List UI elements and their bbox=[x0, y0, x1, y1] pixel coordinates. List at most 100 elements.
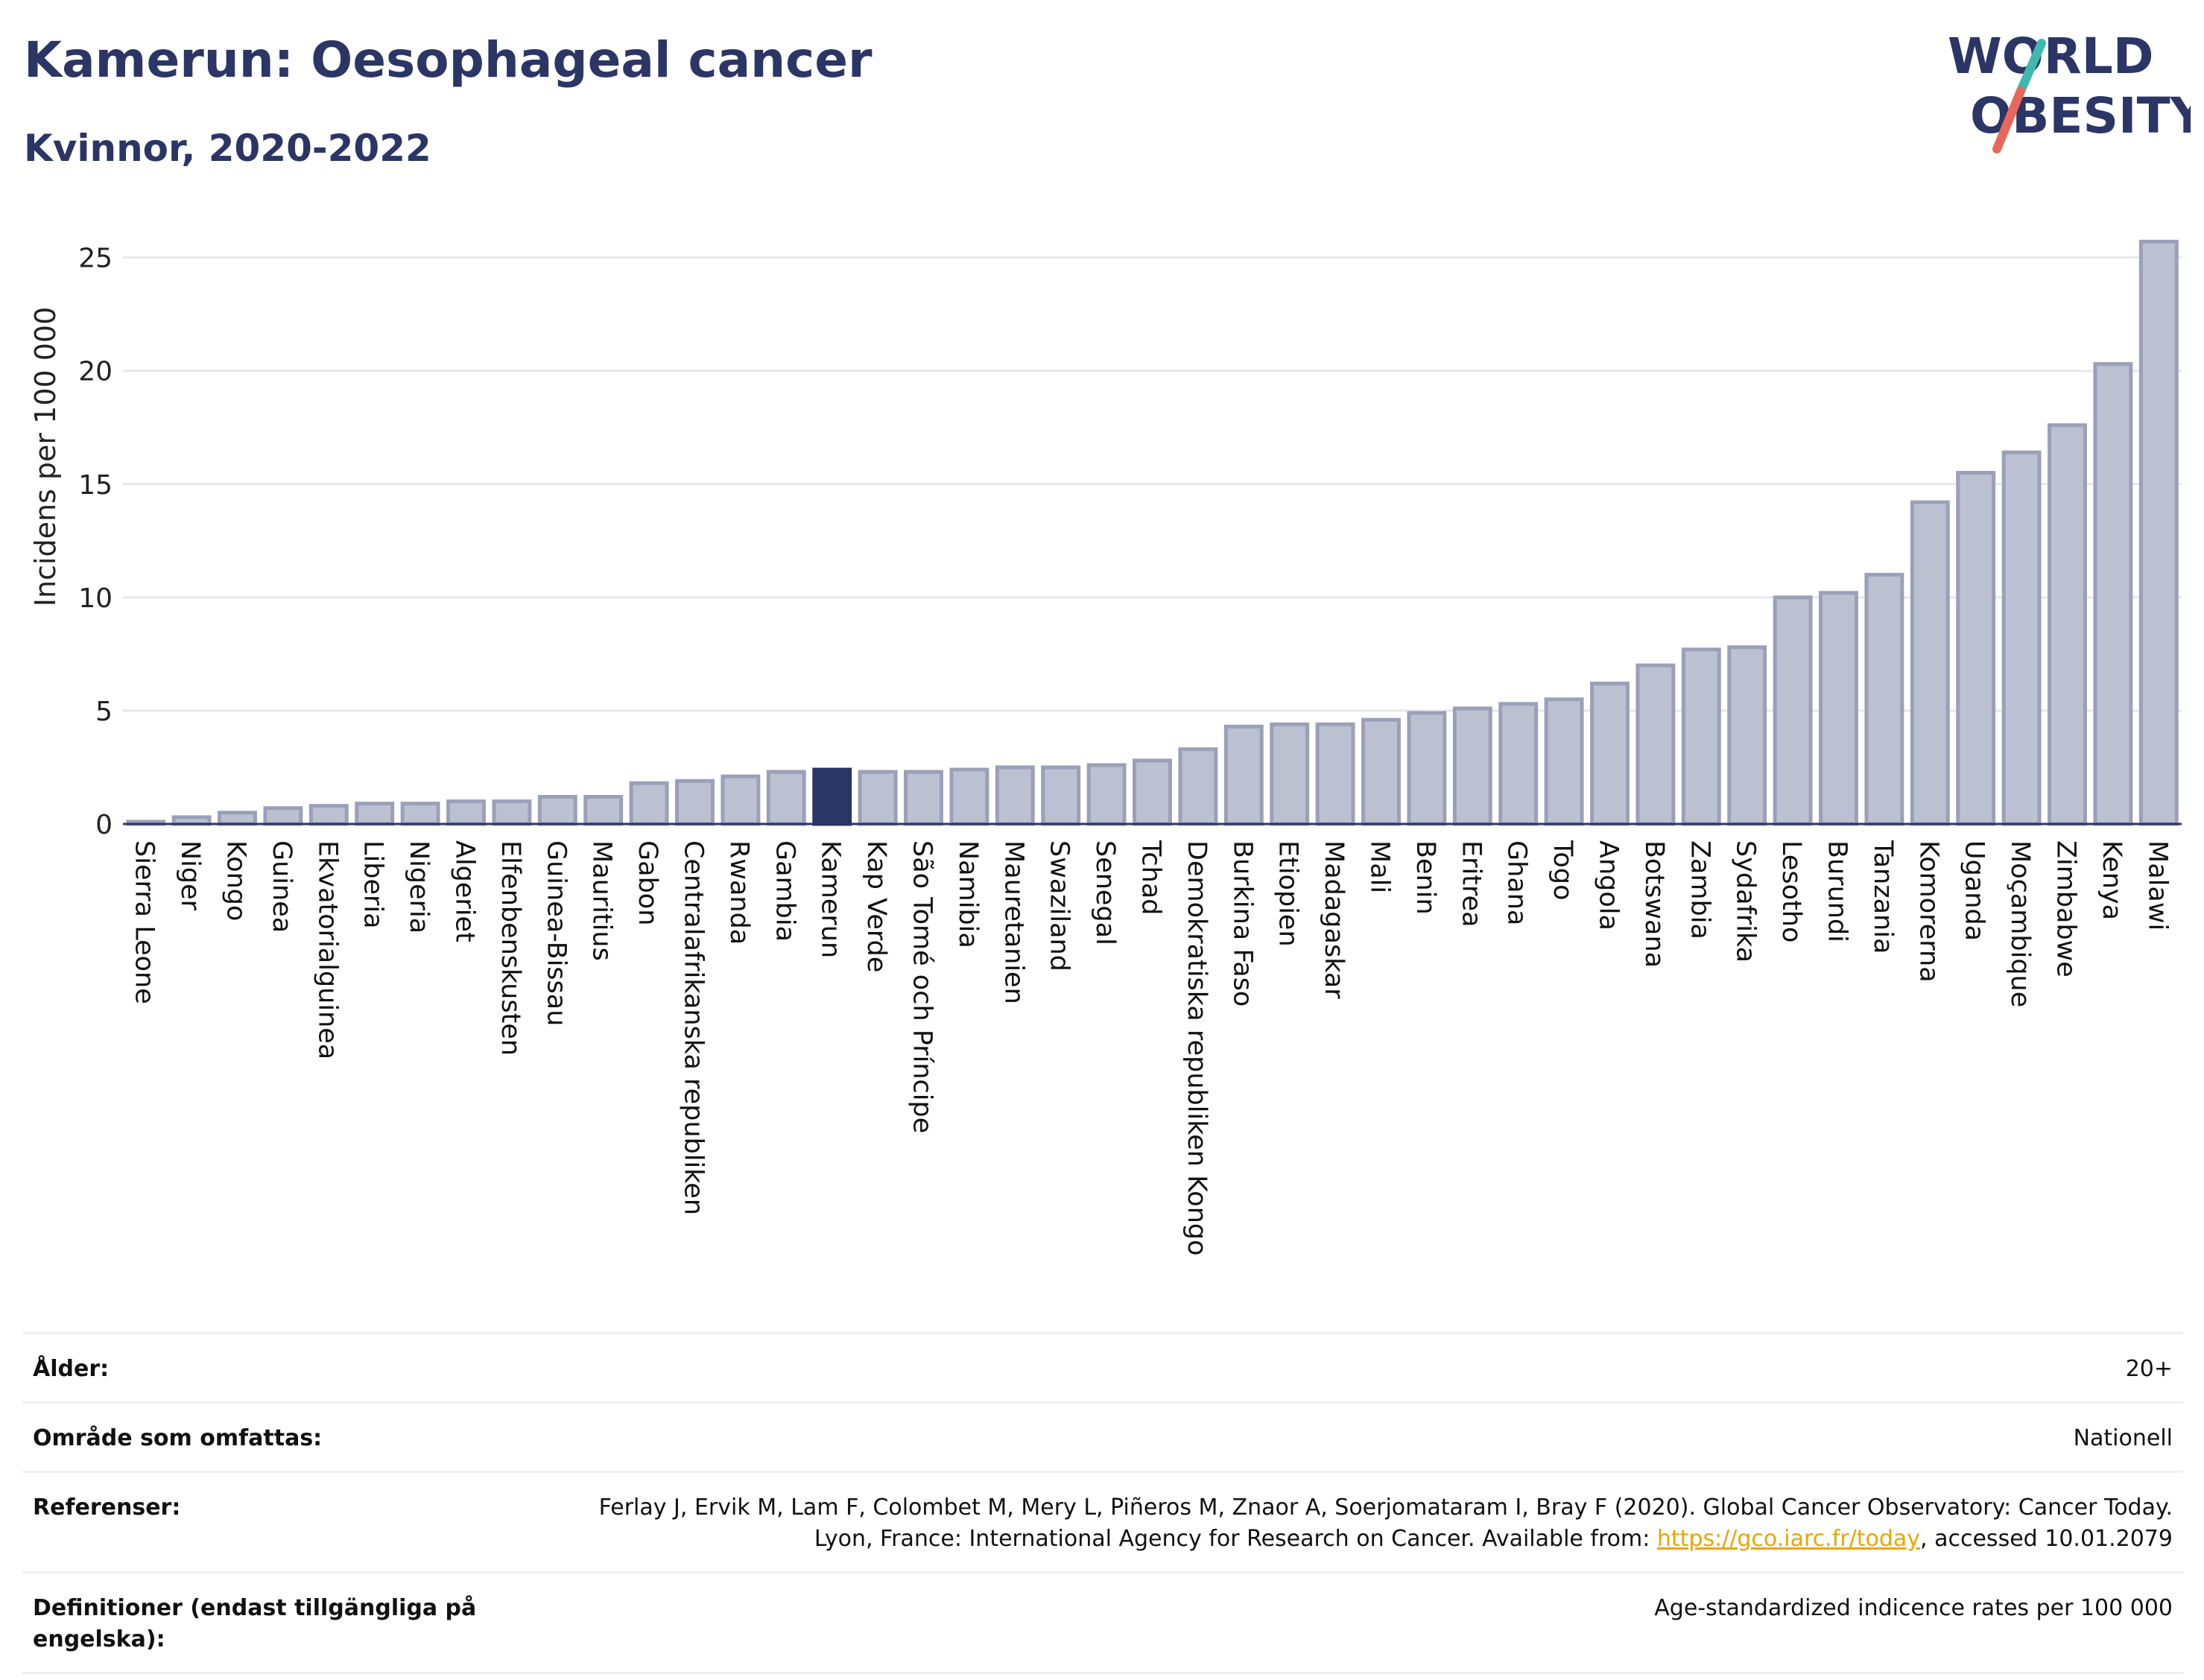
x-tick-label: Etiopien bbox=[1273, 840, 1303, 947]
x-tick-label: Guinea-Bissau bbox=[541, 840, 571, 1026]
bar-tchad bbox=[1133, 758, 1172, 826]
x-tick-label: Kap Verde bbox=[861, 840, 891, 972]
x-tick-label: Elfenbenskusten bbox=[495, 840, 525, 1056]
bar-algeriet bbox=[446, 799, 486, 826]
x-tick-label: Gabon bbox=[633, 840, 662, 925]
x-tick-label: Mauretanien bbox=[998, 840, 1028, 1004]
y-axis-label: Incidens per 100 000 bbox=[29, 307, 62, 607]
bar-mauretanien bbox=[995, 765, 1035, 826]
x-tick-label: Togo bbox=[1548, 840, 1577, 900]
chart-subtitle: Kvinnor, 2020-2022 bbox=[24, 127, 431, 170]
x-tick-label: Senegal bbox=[1090, 840, 1120, 945]
bar-mo-ambique bbox=[2001, 450, 2042, 826]
x-tick-label: Zambia bbox=[1685, 840, 1714, 939]
bar-malawi bbox=[2138, 239, 2179, 826]
info-label: Område som omfattas: bbox=[33, 1425, 323, 1451]
bar-madagaskar bbox=[1315, 722, 1355, 826]
x-tick-label: Zimbabwe bbox=[2051, 840, 2081, 977]
x-tick-label: Namibia bbox=[953, 840, 983, 948]
bar-kap-verde bbox=[858, 770, 898, 826]
y-tick-label: 15 bbox=[78, 470, 113, 501]
info-row-age: Ålder: 20+ bbox=[22, 1332, 2183, 1401]
logo-slash-teal bbox=[2016, 39, 2046, 95]
bar-botswana bbox=[1635, 663, 1676, 826]
x-tick-label: Liberia bbox=[358, 840, 388, 929]
x-tick-label: Burkina Faso bbox=[1227, 840, 1257, 1007]
reference-accessed: , accessed 10.01.2079 bbox=[1920, 1526, 2173, 1552]
bar-guinea-bissau bbox=[537, 795, 577, 826]
x-tick-label: Gambia bbox=[770, 840, 799, 942]
info-label: Definitioner (endast tillgängliga på eng… bbox=[33, 1595, 477, 1652]
bar-angola bbox=[1590, 681, 1630, 826]
bar-togo bbox=[1544, 697, 1584, 826]
x-tick-label: Botswana bbox=[1639, 840, 1669, 968]
x-tick-label: Benin bbox=[1410, 840, 1440, 915]
bar-s-o-tom-och-pr-ncipe bbox=[904, 770, 943, 826]
bar-centralafrikanska-republiken bbox=[675, 779, 715, 826]
info-value: Age-standardized indicence rates per 100… bbox=[1654, 1595, 2173, 1621]
world-obesity-logo: WORLD OBESITY bbox=[1948, 28, 2191, 153]
bar-swaziland bbox=[1041, 765, 1081, 826]
info-row-references: Referenser: Ferlay J, Ervik M, Lam F, Co… bbox=[22, 1471, 2183, 1571]
x-tick-label: Nigeria bbox=[404, 840, 434, 933]
info-value: Ferlay J, Ervik M, Lam F, Colombet M, Me… bbox=[533, 1492, 2173, 1555]
bar-guinea bbox=[263, 806, 303, 826]
bar-sydafrika bbox=[1727, 645, 1767, 826]
x-tick-label: Guinea bbox=[267, 840, 297, 933]
x-tick-label: Algeriet bbox=[450, 840, 480, 942]
reference-text: Ferlay J, Ervik M, Lam F, Colombet M, Me… bbox=[598, 1494, 2173, 1552]
info-row-area: Område som omfattas: Nationell bbox=[22, 1401, 2183, 1471]
info-label: Ålder: bbox=[33, 1356, 110, 1382]
bar-senegal bbox=[1086, 763, 1127, 826]
x-tick-label: Uganda bbox=[1960, 840, 1989, 941]
x-tick-label: Kongo bbox=[221, 840, 251, 921]
info-value: Nationell bbox=[2073, 1425, 2173, 1451]
y-tick-label: 20 bbox=[78, 357, 113, 387]
x-tick-label: Mali bbox=[1365, 840, 1395, 893]
bar-liberia bbox=[355, 802, 395, 826]
bar-tanzania bbox=[1864, 572, 1904, 826]
x-tick-label: Ghana bbox=[1502, 840, 1532, 925]
bar-demokratiska-republiken-kongo bbox=[1178, 747, 1218, 826]
bar-mali bbox=[1361, 717, 1401, 826]
x-tick-label: Burundi bbox=[1823, 840, 1852, 942]
chart-title: Kamerun: Oesophageal cancer bbox=[24, 31, 873, 89]
x-tick-label: Demokratiska republiken Kongo bbox=[1182, 840, 1212, 1256]
bar-eritrea bbox=[1452, 706, 1492, 826]
x-tick-label: São Tomé och Príncipe bbox=[908, 840, 937, 1133]
x-tick-label: Malawi bbox=[2142, 840, 2172, 931]
bar-ghana bbox=[1498, 702, 1539, 826]
bar-zambia bbox=[1681, 647, 1721, 826]
y-tick-label: 10 bbox=[78, 583, 113, 614]
bar-kongo bbox=[218, 811, 257, 826]
logo-slash-coral bbox=[1992, 86, 2025, 153]
y-tick-label: 5 bbox=[95, 697, 113, 727]
x-tick-label: Madagaskar bbox=[1319, 840, 1349, 999]
bar-burkina-faso bbox=[1223, 724, 1264, 826]
x-tick-label: Swaziland bbox=[1045, 840, 1074, 971]
bar-chart: 0 5 10 15 20 25 Sierra Leone Niger Kongo Guinea E… bbox=[29, 239, 2182, 1256]
x-tick-label: Centralafrikanska republiken bbox=[679, 840, 709, 1215]
bar-lesotho bbox=[1773, 595, 1813, 826]
x-tick-label: Kenya bbox=[2097, 840, 2127, 920]
x-tick-label: Mauritius bbox=[587, 840, 617, 961]
bar-elfenbenskusten bbox=[492, 799, 532, 826]
bar-gambia bbox=[766, 770, 806, 826]
x-tick-label: Sydafrika bbox=[1731, 840, 1761, 963]
bar-komorerna bbox=[1910, 500, 1950, 826]
bar-benin bbox=[1407, 711, 1447, 826]
bar-zimbabwe bbox=[2048, 423, 2087, 826]
logo-text-world: WORLD bbox=[1948, 28, 2154, 85]
reference-link[interactable]: https://gco.iarc.fr/today bbox=[1656, 1526, 1921, 1552]
x-tick-label: Kamerun bbox=[816, 840, 846, 958]
bar-uganda bbox=[1956, 471, 1996, 826]
x-axis-labels: Sierra Leone Niger Kongo Guinea Ekvatorialgu… bbox=[130, 840, 2173, 1256]
x-tick-label: Niger bbox=[175, 840, 205, 911]
y-axis-ticks: 0 5 10 15 20 25 bbox=[78, 244, 113, 840]
info-row-definitions: Definitioner (endast tillgängliga på eng… bbox=[22, 1571, 2183, 1674]
x-tick-label: Ekvatorialguinea bbox=[312, 840, 342, 1059]
x-tick-label: Angola bbox=[1594, 840, 1624, 931]
x-tick-label: Moçambique bbox=[2005, 840, 2035, 1007]
bar-namibia bbox=[949, 767, 989, 826]
y-tick-label: 25 bbox=[78, 244, 113, 274]
